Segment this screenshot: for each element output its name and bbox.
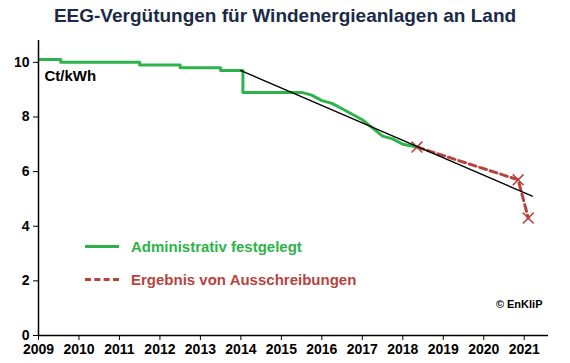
svg-text:2010: 2010 — [63, 341, 94, 357]
svg-text:4: 4 — [22, 218, 30, 234]
svg-text:2015: 2015 — [266, 341, 297, 357]
svg-text:2: 2 — [22, 272, 30, 288]
svg-text:2013: 2013 — [185, 341, 216, 357]
svg-text:2011: 2011 — [104, 341, 135, 357]
svg-text:2019: 2019 — [428, 341, 459, 357]
svg-text:10: 10 — [14, 54, 30, 70]
svg-text:Ct/kWh: Ct/kWh — [45, 67, 97, 84]
html-text:Ergebnis von Ausschreibungen: Ergebnis von Ausschreibungen — [131, 271, 357, 288]
html-text:EEG-Vergütungen für Windenergi: EEG-Vergütungen für Windenergieanlagen a… — [53, 5, 517, 26]
svg-text:2016: 2016 — [306, 341, 337, 357]
svg-text:0: 0 — [21, 327, 30, 343]
svg-text:2009: 2009 — [23, 341, 54, 357]
svg-text:2021: 2021 — [509, 341, 540, 357]
svg-text:2012: 2012 — [144, 341, 175, 357]
svg-text:8: 8 — [22, 108, 30, 124]
svg-text:6: 6 — [22, 163, 30, 179]
svg-text:2020: 2020 — [468, 341, 499, 357]
svg-text:2017: 2017 — [347, 341, 378, 357]
svg-text:2014: 2014 — [225, 341, 256, 357]
html-text:Administrativ festgelegt: Administrativ festgelegt — [131, 238, 302, 255]
svg-text:© EnKliP: © EnKliP — [496, 298, 543, 310]
svg-text:2018: 2018 — [387, 341, 418, 357]
